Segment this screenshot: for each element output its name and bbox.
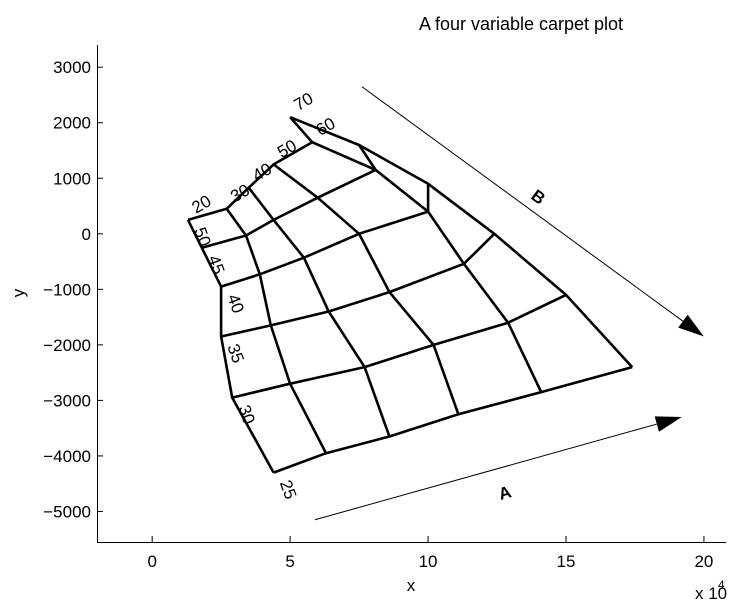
chart-title: A four variable carpet plot xyxy=(419,14,623,34)
x-axis-multiplier: x 10 xyxy=(695,584,727,600)
carpet-grid xyxy=(186,115,634,474)
arrow-a-head xyxy=(654,416,682,432)
carpet-line-b-20 xyxy=(186,219,275,474)
y-tick-label: −1000 xyxy=(43,280,91,299)
y-tick-label: 3000 xyxy=(53,58,91,77)
y-ticks: 3000 2000 1000 0 −1000 −2000 −3000 −4000 −5000 xyxy=(43,58,103,521)
x-tick-label: 20 xyxy=(694,552,713,571)
a-label-25: 25 xyxy=(276,477,300,501)
arrow-b-head xyxy=(678,314,704,337)
y-axis-label: y xyxy=(9,288,28,297)
carpet-line-a-40 xyxy=(220,183,430,288)
axis-b-label: B xyxy=(528,186,549,209)
y-tick-label: 1000 xyxy=(53,169,91,188)
x-ticks: 0 5 10 15 20 xyxy=(147,536,713,571)
carpet-line-b-70 xyxy=(289,115,634,368)
y-tick-label: −3000 xyxy=(43,391,91,410)
x-tick-label: 15 xyxy=(557,552,576,571)
carpet-line-b-30 xyxy=(225,208,328,454)
carpet-line-a-35 xyxy=(220,232,496,338)
carpet-line-a-25 xyxy=(273,365,633,474)
y-tick-label: −2000 xyxy=(43,336,91,355)
carpet-line-b-40 xyxy=(247,186,391,437)
x-axis-label: x xyxy=(407,576,416,595)
b-label-50: 50 xyxy=(274,136,300,162)
b-label-30: 30 xyxy=(227,180,253,206)
b-label-70: 70 xyxy=(291,89,317,115)
carpet-line-a-30 xyxy=(231,293,567,399)
y-tick-label: −4000 xyxy=(43,447,91,466)
a-label-40: 40 xyxy=(223,291,247,315)
carpet-line-a-45 xyxy=(201,144,377,249)
carpet-line-a-50 xyxy=(187,116,314,222)
x-tick-label: 10 xyxy=(419,552,438,571)
axes xyxy=(97,45,726,543)
a-label-45: 45 xyxy=(204,253,228,277)
y-tick-label: 2000 xyxy=(53,114,91,133)
carpet-line-b-60 xyxy=(311,141,543,393)
arrow-b-shaft xyxy=(361,86,684,322)
x-axis-exponent: 4 xyxy=(718,578,725,592)
axis-a-label: A xyxy=(496,482,513,504)
y-tick-label: −5000 xyxy=(43,502,91,521)
x-tick-label: 5 xyxy=(285,552,294,571)
x-tick-label: 0 xyxy=(147,552,156,571)
arrow-a-shaft xyxy=(314,423,657,521)
b-label-40: 40 xyxy=(249,159,275,185)
y-tick-label: 0 xyxy=(82,225,91,244)
carpet-line-b-50 xyxy=(272,163,460,415)
